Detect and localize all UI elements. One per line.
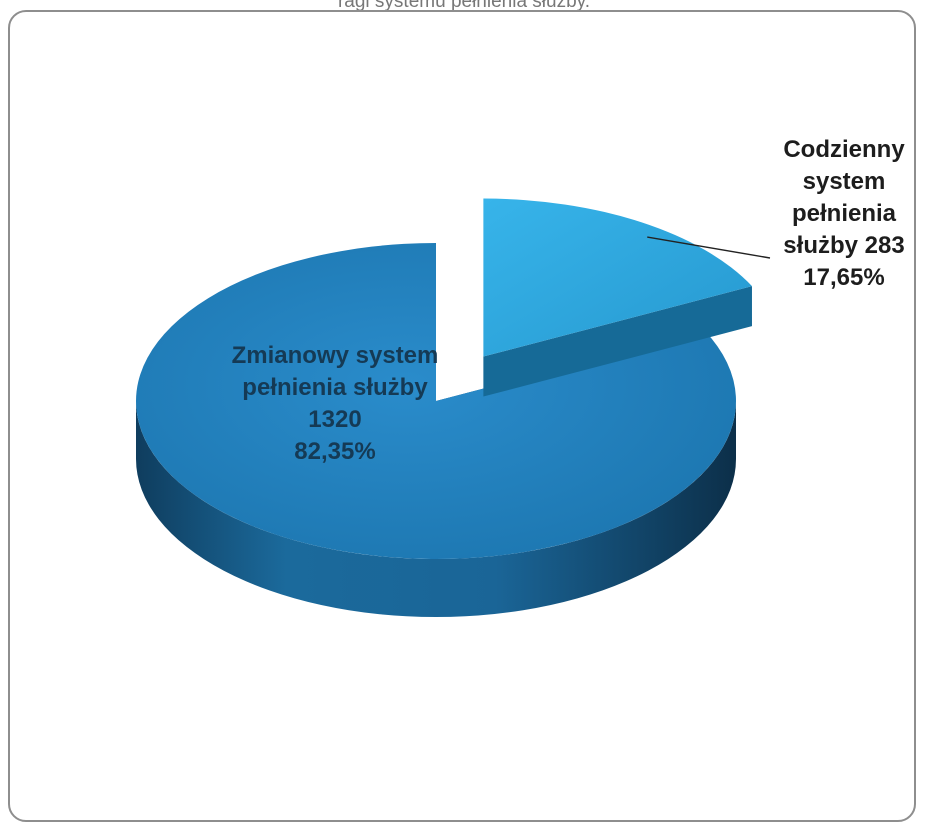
slice-label-line: 1320 xyxy=(308,406,362,433)
pie-slice-zmianowy xyxy=(135,242,737,559)
slice-label-line: pełnienia xyxy=(791,200,897,227)
slice-label-line: służby 283 xyxy=(783,232,905,259)
pie-slice-cut-codzienny xyxy=(483,286,752,397)
slice-label-line: pełnienia służby xyxy=(242,374,428,401)
slice-label-line: 17,65% xyxy=(803,264,885,291)
leader-line-codzienny xyxy=(647,236,771,259)
slice-label-line: system xyxy=(802,168,886,195)
slice-label-line: Zmianowy system xyxy=(231,342,439,369)
chart-caption: ragi systemu pełnienia służby. xyxy=(337,0,591,11)
pie-slice-codzienny xyxy=(483,198,752,357)
pie-slice-side-zmianowy xyxy=(136,401,736,617)
slice-label-zmianowy: Zmianowy system pełnienia służby 1320 82… xyxy=(196,340,474,468)
slice-label-line: Codzienny xyxy=(783,136,905,163)
slice-label-line: 82,35% xyxy=(294,438,376,465)
slice-label-codzienny: Codzienny system pełnienia służby 283 17… xyxy=(760,134,928,294)
